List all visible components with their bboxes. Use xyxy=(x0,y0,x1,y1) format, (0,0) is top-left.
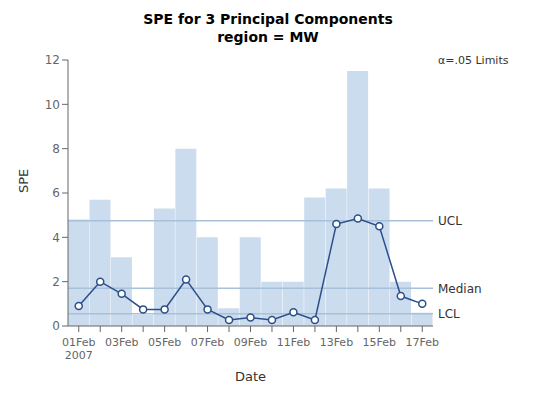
svg-text:LCL: LCL xyxy=(438,307,460,321)
svg-text:UCL: UCL xyxy=(438,214,462,228)
svg-text:11Feb: 11Feb xyxy=(277,336,310,349)
svg-text:0: 0 xyxy=(52,319,60,333)
svg-text:03Feb: 03Feb xyxy=(105,336,138,349)
svg-text:SPE: SPE xyxy=(16,169,31,193)
svg-text:05Feb: 05Feb xyxy=(148,336,181,349)
svg-text:17Feb: 17Feb xyxy=(406,336,439,349)
svg-text:12: 12 xyxy=(45,53,60,67)
svg-text:8: 8 xyxy=(52,142,60,156)
svg-text:α=.05 Limits: α=.05 Limits xyxy=(438,54,509,67)
svg-text:Median: Median xyxy=(438,282,482,296)
svg-text:4: 4 xyxy=(52,231,60,245)
html-text:region = MW: region = MW xyxy=(217,29,319,45)
svg-text:10: 10 xyxy=(45,98,60,112)
svg-text:Date: Date xyxy=(235,369,266,384)
svg-text:07Feb: 07Feb xyxy=(191,336,224,349)
svg-text:2: 2 xyxy=(52,275,60,289)
svg-text:6: 6 xyxy=(52,186,60,200)
svg-text:01Feb2007: 01Feb2007 xyxy=(62,336,95,362)
html-text:SPE for 3 Principal Components: SPE for 3 Principal Components xyxy=(143,11,393,27)
svg-text:13Feb: 13Feb xyxy=(320,336,353,349)
svg-text:15Feb: 15Feb xyxy=(363,336,396,349)
svg-text:09Feb: 09Feb xyxy=(234,336,267,349)
